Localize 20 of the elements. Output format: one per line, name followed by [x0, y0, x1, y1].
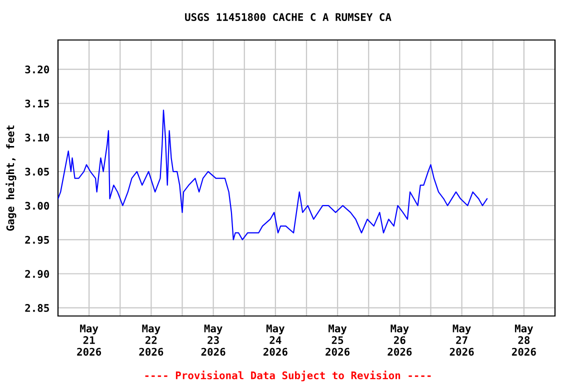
- x-tick-label: May 27 2026: [450, 324, 474, 356]
- y-axis-title: Gage height, feet: [6, 126, 16, 231]
- text: ---- Provisional Data Subject to Revision ----: [145, 370, 431, 382]
- line-series: [58, 110, 488, 240]
- x-tick-label: May 24 2026: [263, 324, 288, 356]
- y-tick-label: 3.20: [25, 66, 50, 74]
- y-tick-label: 3.00: [25, 202, 50, 210]
- x-tick-label: May 21 2026: [77, 324, 102, 356]
- y-tick-label: 3.10: [25, 134, 50, 142]
- chart-title: USGS 11451800 CACHE C A RUMSEY CA: [185, 13, 392, 22]
- y-tick-label: 2.90: [25, 270, 50, 278]
- x-tick-label: May 22 2026: [139, 324, 164, 356]
- y-tick-label: 2.85: [25, 304, 49, 312]
- y-tick-label: 3.15: [25, 100, 49, 108]
- x-tick-label: May 28 2026: [512, 324, 536, 356]
- x-tick-label: May 25 2026: [326, 324, 350, 356]
- y-tick-label: 2.95: [25, 236, 49, 244]
- x-tick-label: May 26 2026: [388, 324, 412, 356]
- y-tick-label: 3.05: [25, 168, 49, 176]
- x-tick-label: May 23 2026: [201, 324, 226, 356]
